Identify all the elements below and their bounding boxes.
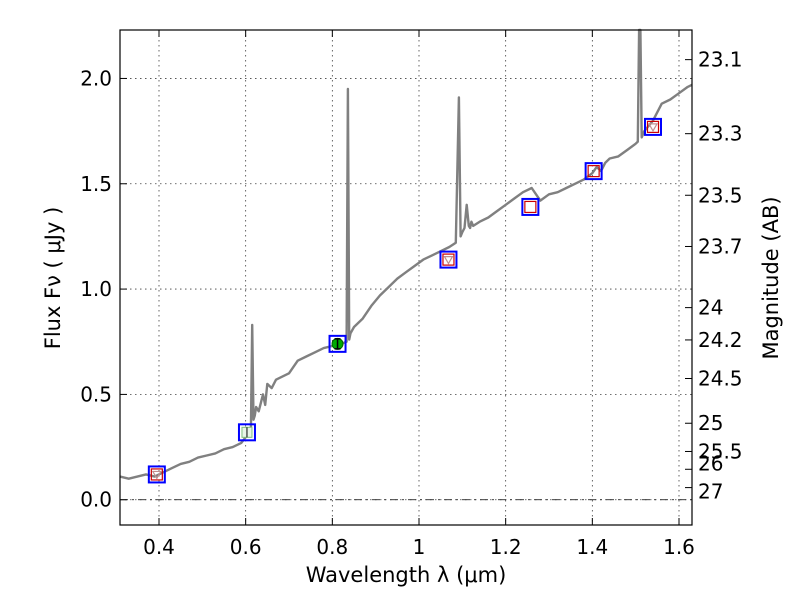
magnitude-tick-label: 24 [698, 296, 723, 320]
photometry-box [328, 334, 347, 353]
magnitude-tick-label: 23.3 [698, 122, 743, 146]
photometry-point [439, 250, 458, 269]
photometry-box [147, 465, 166, 484]
magnitude-tick-label: 25 [698, 411, 723, 435]
y-tick-label: 0.0 [80, 488, 112, 512]
x-tick-label: 0.6 [230, 535, 262, 559]
plot-frame [119, 29, 693, 526]
x-tick-label: 1.2 [490, 535, 522, 559]
magnitude-tick-label: 23.7 [698, 234, 743, 258]
model-square-marker [524, 200, 537, 214]
photometry-box [439, 250, 458, 269]
photometry-point [644, 117, 662, 136]
magnitude-tick-label: 26 [698, 451, 723, 475]
photometry-point [521, 197, 540, 216]
magnitude-tick-label: 24.2 [698, 328, 743, 352]
model-square-marker [442, 253, 455, 266]
y-tick-label: 1.5 [80, 172, 112, 196]
photometry-box [237, 423, 256, 442]
photometry-box [644, 117, 662, 136]
magnitude-tick-label: 25.5 [698, 439, 743, 463]
magnitude-tick-label: 24.5 [698, 367, 743, 391]
photometry-point [237, 423, 256, 442]
upper-limit-marker [151, 470, 162, 480]
y-tick-label: 0.5 [80, 382, 112, 406]
photometry-point [584, 162, 603, 181]
upper-limit-marker [443, 255, 454, 265]
y-tick-label: 1.0 [80, 277, 112, 301]
spectrum-line [119, 28, 693, 480]
model-square-marker [150, 468, 163, 481]
magnitude-tick-label: 23.1 [698, 48, 743, 72]
x-tick-label: 1.6 [663, 535, 695, 559]
x-tick-label: 1 [413, 535, 426, 559]
x-axis-ticks: 0.4 0.6 0.8 1 1.2 1.4 1.6 [143, 30, 695, 559]
x-tick-label: 0.8 [316, 535, 348, 559]
photometry-point [328, 334, 347, 353]
x-axis-label: Wavelength λ (μm) [306, 563, 507, 587]
magnitude-tick-label: 27 [698, 480, 723, 504]
photometry-point [147, 465, 166, 484]
model-square-marker [646, 120, 660, 133]
y-axis-label: Flux Fν ( μJy ) [41, 207, 65, 350]
y-axis-ticks: 0.0 0.5 1.0 1.5 2.0 [80, 66, 127, 512]
upper-limit-marker [647, 123, 659, 133]
magnitude-axis-label: Magnitude (AB) [759, 196, 783, 359]
grid-lines [120, 30, 692, 525]
photometry-points [147, 117, 662, 484]
magnitude-tick-label: 23.5 [698, 183, 743, 207]
y-tick-label: 2.0 [80, 66, 112, 90]
magnitude-axis-ticks: 23.1 23.3 23.5 23.7 24 24.2 24.5 25 25.526 27 [685, 48, 743, 504]
photometry-box [521, 197, 540, 216]
x-tick-label: 1.4 [576, 535, 608, 559]
model-square-marker [587, 165, 600, 178]
photometry-box [584, 162, 603, 181]
x-tick-label: 0.4 [143, 535, 175, 559]
